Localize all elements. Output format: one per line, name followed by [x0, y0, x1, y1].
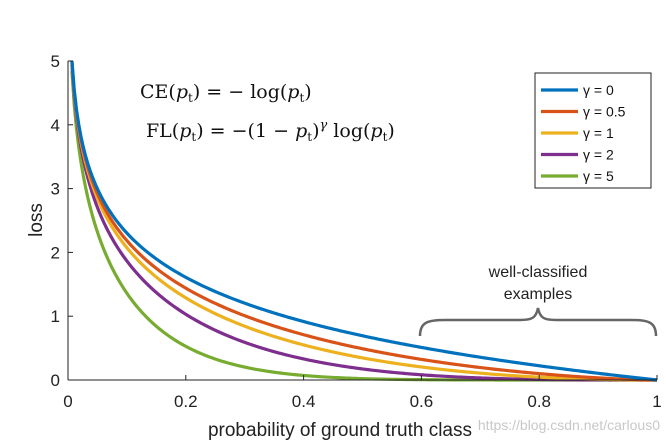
watermark: https://blog.csdn.net/carlous0	[478, 417, 660, 433]
x-tick-label: 0	[63, 392, 72, 411]
y-tick-label: 1	[51, 307, 60, 326]
x-tick-label: 0.8	[527, 392, 551, 411]
axes	[67, 61, 657, 381]
x-tick-label: 0.6	[410, 392, 434, 411]
fl-equation: FL(pt) = −(1 − pt)γ log(pt)	[146, 118, 395, 144]
annotation-line-2: examples	[504, 286, 572, 303]
annotation: well-classified examples	[418, 264, 658, 337]
series-line-2	[70, 62, 657, 382]
legend-label-1: γ = 0.5	[583, 104, 626, 120]
y-axis-label: loss	[26, 203, 47, 237]
y-tick-label: 5	[51, 52, 60, 71]
series-line-1	[70, 61, 658, 382]
annotation-line-1: well-classified	[488, 264, 588, 281]
x-tick-label: 0.4	[292, 392, 316, 411]
series-line-0	[70, 60, 658, 382]
y-ticks: 0 1 2 3 4 5	[51, 52, 73, 390]
annotation-brace	[418, 307, 658, 337]
legend-label-2: γ = 1	[583, 125, 614, 141]
y-tick-label: 3	[51, 180, 60, 199]
x-tick-label: 1	[652, 392, 661, 411]
ce-equation: CE(pt) = − log(pt)	[140, 81, 312, 105]
equations: CE(pt) = − log(pt) FL(pt) = −(1 − pt)γ l…	[140, 81, 395, 144]
legend-label-4: γ = 5	[583, 168, 614, 184]
x-axis-label: probability of ground truth class	[208, 420, 472, 441]
legend-items: γ = 0 γ = 0.5 γ = 1 γ = 2 γ = 5	[541, 82, 626, 184]
legend-label-3: γ = 2	[583, 147, 614, 163]
x-ticks: 0 0.2 0.4 0.6 0.8 1	[63, 375, 662, 411]
y-tick-label: 4	[51, 116, 60, 135]
legend-label-0: γ = 0	[583, 82, 614, 98]
y-tick-label: 0	[51, 371, 60, 390]
legend: γ = 0 γ = 0.5 γ = 1 γ = 2 γ = 5	[534, 72, 652, 189]
x-tick-label: 0.2	[174, 392, 198, 411]
y-tick-label: 2	[51, 243, 60, 262]
legend-box	[534, 72, 652, 189]
